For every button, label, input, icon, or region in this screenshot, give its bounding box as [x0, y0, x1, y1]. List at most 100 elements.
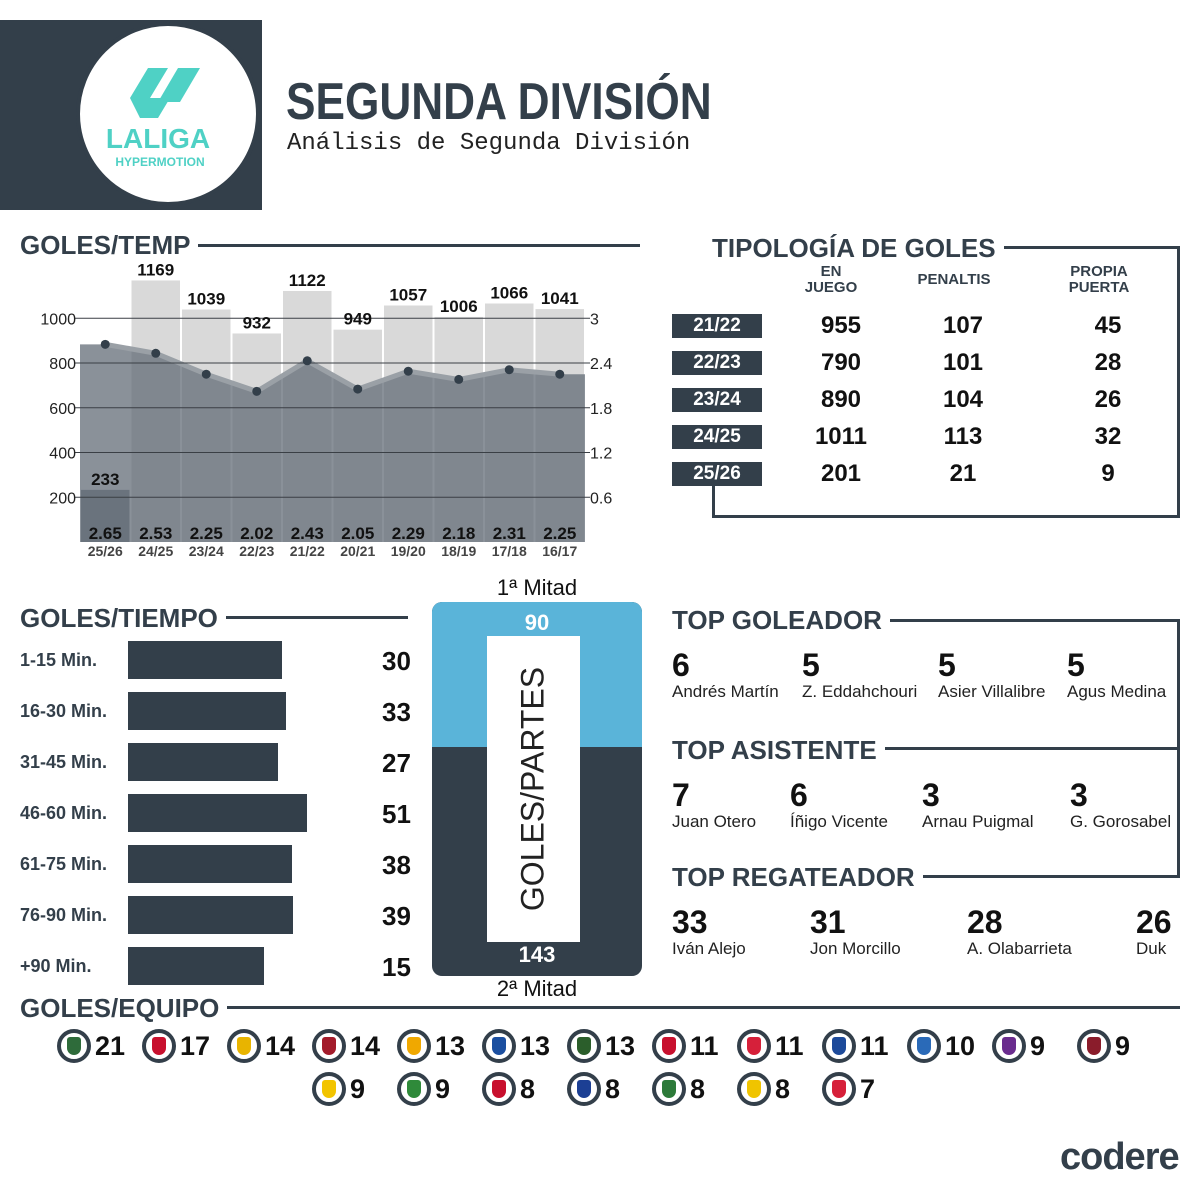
time-label: 61-75 Min. — [20, 854, 108, 874]
team-crest-icon — [567, 1072, 601, 1106]
right-tick: 1.2 — [590, 446, 612, 463]
divider — [20, 244, 640, 247]
first-half-value: 90 — [524, 610, 550, 635]
time-row: +90 Min. 15 — [20, 947, 420, 985]
team-goals: 14 — [227, 1029, 295, 1063]
time-value: 51 — [382, 799, 411, 829]
team-goal-count: 8 — [690, 1073, 706, 1104]
team-crest-icon — [652, 1072, 686, 1106]
point-24/25 — [151, 348, 161, 358]
team-crest-icon — [397, 1072, 431, 1106]
team-goals: 13 — [567, 1029, 635, 1063]
goles-partes-title: GOLES/PARTES — [514, 666, 551, 912]
time-value: 39 — [382, 901, 411, 931]
season-tick: 19/20 — [391, 543, 426, 559]
player-name: Agus Medina — [1067, 682, 1167, 701]
avg-label: 2.18 — [442, 524, 475, 543]
second-half-label: 2ª Mitad — [496, 976, 578, 1001]
season-tag: 23/24 — [672, 388, 762, 412]
team-crest-icon — [482, 1029, 516, 1063]
player-count: 5 — [802, 647, 820, 683]
divider — [672, 619, 1180, 622]
player-name: Duk — [1136, 939, 1167, 958]
point-20/21 — [353, 384, 363, 394]
divider — [712, 486, 715, 518]
player-stat: 3 Arnau Puigmal — [922, 778, 1034, 832]
bar-label: 233 — [91, 470, 119, 489]
right-tick: 1.8 — [590, 401, 612, 418]
tipologia-value: 28 — [1094, 349, 1122, 376]
first-half-label: 1ª Mitad — [496, 575, 578, 600]
team-crest-icon — [397, 1029, 431, 1063]
player-name: A. Olabarrieta — [967, 939, 1072, 958]
player-count: 26 — [1136, 904, 1172, 940]
player-stat: 6 Andrés Martín — [672, 648, 779, 702]
season-tag: 21/22 — [672, 314, 762, 338]
point-23/24 — [201, 369, 211, 379]
player-name: Asier Villalibre — [938, 682, 1046, 701]
team-crest-icon — [142, 1029, 176, 1063]
team-goals: 7 — [822, 1072, 875, 1106]
team-goals: 21 — [57, 1029, 125, 1063]
time-row: 16-30 Min. 33 — [20, 692, 420, 730]
bar-label: 949 — [344, 310, 372, 329]
tipologia-value: 32 — [1094, 423, 1122, 450]
avg-label: 2.05 — [341, 524, 374, 543]
point-17/18 — [504, 365, 514, 375]
goles-partes-panel: 90 GOLES/PARTES 143 — [432, 602, 642, 976]
team-goal-count: 8 — [605, 1073, 621, 1104]
team-goals: 11 — [737, 1029, 804, 1063]
team-goal-count: 14 — [350, 1030, 381, 1061]
time-row: 31-45 Min. 27 — [20, 743, 420, 781]
time-label: 16-30 Min. — [20, 701, 108, 721]
right-tick: 0.6 — [590, 490, 612, 507]
point-22/23 — [252, 386, 262, 396]
tipologia-value: 26 — [1094, 386, 1122, 413]
team-goals: 13 — [397, 1029, 465, 1063]
player-name: Z. Eddahchouri — [802, 682, 918, 701]
team-goal-count: 17 — [180, 1030, 211, 1061]
player-count: 5 — [938, 647, 956, 683]
team-goals: 8 — [652, 1072, 705, 1106]
team-goal-count: 11 — [860, 1030, 889, 1061]
tipologia-value: 790 — [820, 349, 862, 376]
team-goals: 11 — [822, 1029, 889, 1063]
team-crest-icon — [312, 1029, 346, 1063]
season-tag: 24/25 — [672, 425, 762, 449]
time-label: 76-90 Min. — [20, 905, 108, 925]
col-header-line: PUERTA — [1068, 279, 1130, 296]
player-count: 3 — [1070, 777, 1088, 813]
team-crest-icon — [227, 1029, 261, 1063]
team-crest-icon — [652, 1029, 686, 1063]
avg-label: 2.29 — [392, 524, 425, 543]
time-bar — [128, 641, 282, 679]
divider — [712, 515, 1180, 518]
team-goal-count: 9 — [435, 1073, 451, 1104]
bar-label: 1006 — [440, 297, 478, 316]
team-goal-count: 13 — [520, 1030, 551, 1061]
avg-label: 2.31 — [493, 524, 526, 543]
team-goals: 14 — [312, 1029, 380, 1063]
time-bar — [128, 845, 292, 883]
time-row: 1-15 Min. 30 — [20, 641, 420, 679]
col-header-en-juego: EN JUEGO — [776, 264, 886, 296]
player-count: 5 — [1067, 647, 1085, 683]
player-stat: 26 Duk — [1136, 905, 1172, 959]
team-crest-icon — [312, 1072, 346, 1106]
player-name: Jon Morcillo — [810, 939, 901, 958]
bar-label: 1057 — [389, 285, 427, 304]
divider — [1177, 619, 1180, 749]
team-goal-count: 9 — [1030, 1030, 1046, 1061]
player-name: Arnau Puigmal — [922, 812, 1034, 831]
team-crest-icon — [57, 1029, 91, 1063]
team-goals: 11 — [652, 1029, 719, 1063]
goles-equipo-title: GOLES/EQUIPO — [20, 993, 228, 1024]
tipologia-value: 113 — [943, 423, 983, 450]
team-crest-icon — [737, 1072, 771, 1106]
player-stat: 5 Z. Eddahchouri — [802, 648, 917, 702]
team-goal-count: 11 — [775, 1030, 804, 1061]
season-tick: 25/26 — [88, 543, 123, 559]
bar-label: 1039 — [187, 290, 225, 309]
time-row: 46-60 Min. 51 — [20, 794, 420, 832]
team-crest-icon — [992, 1029, 1026, 1063]
